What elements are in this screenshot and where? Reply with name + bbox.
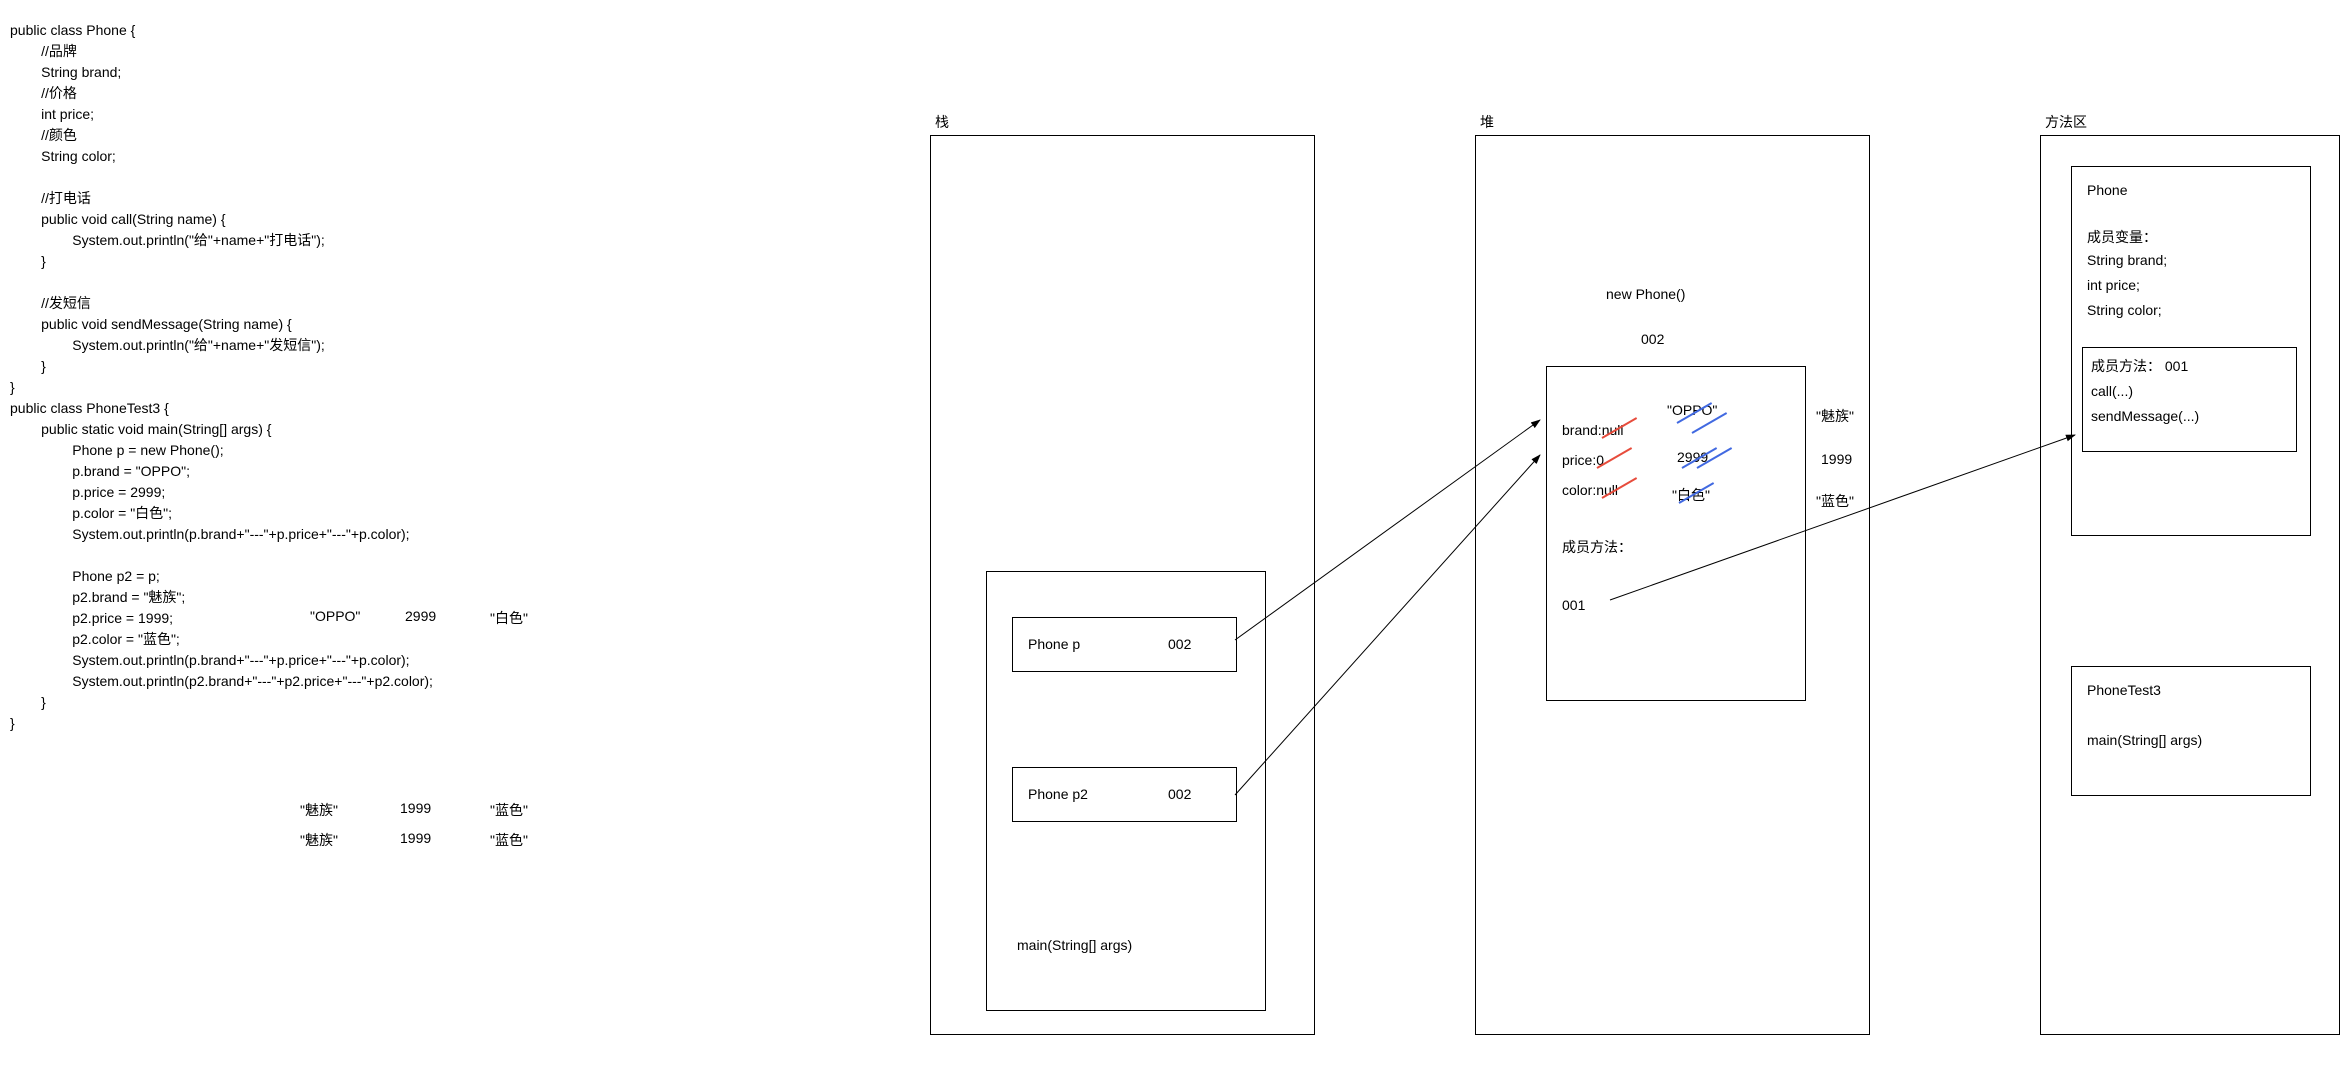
stack-label: 栈 bbox=[935, 112, 949, 132]
out2-v3: "蓝色" bbox=[490, 800, 528, 820]
phone-class-box: Phone 成员变量： String brand; int price; Str… bbox=[2071, 166, 2311, 536]
heap-object: brand:null price:0 color:null "OPPO" 299… bbox=[1546, 366, 1806, 701]
heap-color-null: color:null bbox=[1562, 482, 1618, 498]
stack-main-frame: Phone p 002 Phone p2 002 main(String[] a… bbox=[986, 571, 1266, 1011]
p2-addr: 002 bbox=[1168, 786, 1191, 802]
heap-meizu: "魅族" bbox=[1816, 406, 1854, 426]
heap-blue: "蓝色" bbox=[1816, 491, 1854, 511]
heap-member-method: 成员方法： bbox=[1562, 537, 1632, 557]
out1-v2: 2999 bbox=[405, 608, 436, 624]
p-addr: 002 bbox=[1168, 636, 1191, 652]
out2-v2: 1999 bbox=[400, 800, 431, 816]
method-area-box: Phone 成员变量： String brand; int price; Str… bbox=[2040, 135, 2340, 1035]
heap-method-addr: 001 bbox=[1562, 597, 1585, 613]
ma-price: int price; bbox=[2087, 277, 2140, 293]
stack-var-p: Phone p 002 bbox=[1012, 617, 1237, 672]
heap-label: 堆 bbox=[1480, 112, 1494, 132]
heap-new-phone: new Phone() bbox=[1606, 286, 1685, 302]
heap-1999: 1999 bbox=[1821, 451, 1852, 467]
out1-v1: "OPPO" bbox=[310, 608, 360, 624]
ma-color: String color; bbox=[2087, 302, 2162, 318]
stack-box: Phone p 002 Phone p2 002 main(String[] a… bbox=[930, 135, 1315, 1035]
stack-main-label: main(String[] args) bbox=[1017, 937, 1132, 953]
phone-title: Phone bbox=[2087, 182, 2127, 198]
out2-v1: "魅族" bbox=[300, 800, 338, 820]
out1-v3: "白色" bbox=[490, 608, 528, 628]
ma-send: sendMessage(...) bbox=[2091, 408, 2199, 424]
method-area-label: 方法区 bbox=[2045, 112, 2087, 132]
phonetest-class-box: PhoneTest3 main(String[] args) bbox=[2071, 666, 2311, 796]
member-var-label: 成员变量： bbox=[2087, 227, 2157, 247]
p2-name: Phone p2 bbox=[1028, 786, 1088, 802]
p-name: Phone p bbox=[1028, 636, 1080, 652]
ma-brand: String brand; bbox=[2087, 252, 2167, 268]
out3-v1: "魅族" bbox=[300, 830, 338, 850]
test-title: PhoneTest3 bbox=[2087, 682, 2161, 698]
heap-box: new Phone() 002 brand:null price:0 color… bbox=[1475, 135, 1870, 1035]
ma-member-method: 成员方法： 001 bbox=[2091, 356, 2188, 376]
out3-v2: 1999 bbox=[400, 830, 431, 846]
phone-methods-box: 成员方法： 001 call(...) sendMessage(...) bbox=[2082, 347, 2297, 452]
ma-main: main(String[] args) bbox=[2087, 732, 2202, 748]
stack-var-p2: Phone p2 002 bbox=[1012, 767, 1237, 822]
heap-addr: 002 bbox=[1641, 331, 1664, 347]
ma-call: call(...) bbox=[2091, 383, 2133, 399]
out3-v3: "蓝色" bbox=[490, 830, 528, 850]
